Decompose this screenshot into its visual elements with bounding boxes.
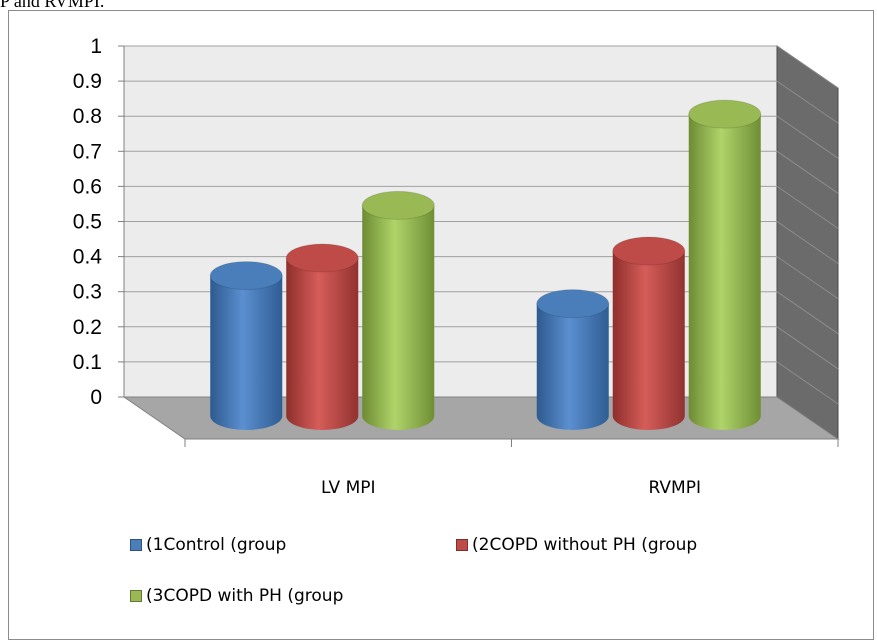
x-tick-label: RVMPI: [649, 478, 701, 498]
gridline-side: [776, 361, 839, 405]
legend-label: (3COPD with PH (group: [146, 586, 344, 606]
tick-labels: 0 0.1 0.2 0.3 0.4 0.5 0.6 0.7 0.8 0.9 1 LV MPI RVMPI: [73, 35, 701, 498]
gridline-side: [776, 221, 839, 264]
bar-body: [362, 205, 435, 430]
y-tick-label: 0.3: [73, 281, 102, 304]
legend-label: (2COPD without PH (group: [472, 535, 698, 555]
y-tick-label: 0: [90, 386, 102, 409]
bar-top: [688, 99, 762, 129]
legend-item: (1Control (group: [130, 535, 286, 555]
gridline-side: [776, 185, 839, 229]
bar-body: [688, 114, 761, 430]
bar: [285, 243, 359, 430]
bar-top: [285, 243, 359, 273]
legend-swatch: [130, 539, 142, 551]
bar-top: [209, 261, 283, 291]
gridline-side: [776, 150, 839, 194]
gridline-side: [776, 45, 839, 89]
bar-top: [361, 190, 435, 220]
bar: [688, 99, 762, 430]
gridline-side: [776, 80, 839, 124]
y-tick-label: 0.7: [73, 140, 102, 163]
gridline-side: [776, 291, 839, 335]
gridline-side: [776, 326, 839, 370]
bar-top: [536, 289, 610, 319]
legend-item: (2COPD without PH (group: [456, 535, 697, 555]
bar-body: [210, 275, 283, 430]
bar: [536, 289, 610, 430]
figure-caption: P and RVMPI.: [0, 0, 105, 11]
bar-body: [612, 251, 685, 430]
gridline-side: [776, 256, 839, 300]
legend-item: (3COPD with PH (group: [130, 586, 343, 606]
bars: [209, 99, 762, 430]
bar: [361, 190, 435, 430]
y-tick-label: 0.8: [73, 105, 102, 128]
y-tick-label: 0.2: [73, 316, 102, 339]
bar-body: [286, 258, 359, 430]
legend-swatch: [456, 539, 468, 551]
legend-label: (1Control (group: [146, 535, 287, 555]
bar: [612, 236, 686, 430]
x-tick-label: LV MPI: [321, 478, 376, 498]
axes: [118, 45, 839, 447]
legend-swatch: [130, 590, 142, 602]
y-tick-label: 0.4: [73, 246, 103, 269]
y-tick-label: 0.6: [73, 175, 102, 198]
gridline-side: [776, 115, 839, 159]
y-tick-label: 1: [90, 35, 102, 58]
bar: [209, 261, 283, 430]
y-tick-label: 0.1: [73, 351, 102, 374]
y-tick-label: 0.9: [73, 70, 102, 93]
bar-top: [612, 236, 686, 266]
bar-body: [536, 303, 609, 430]
y-tick-label: 0.5: [73, 211, 102, 234]
